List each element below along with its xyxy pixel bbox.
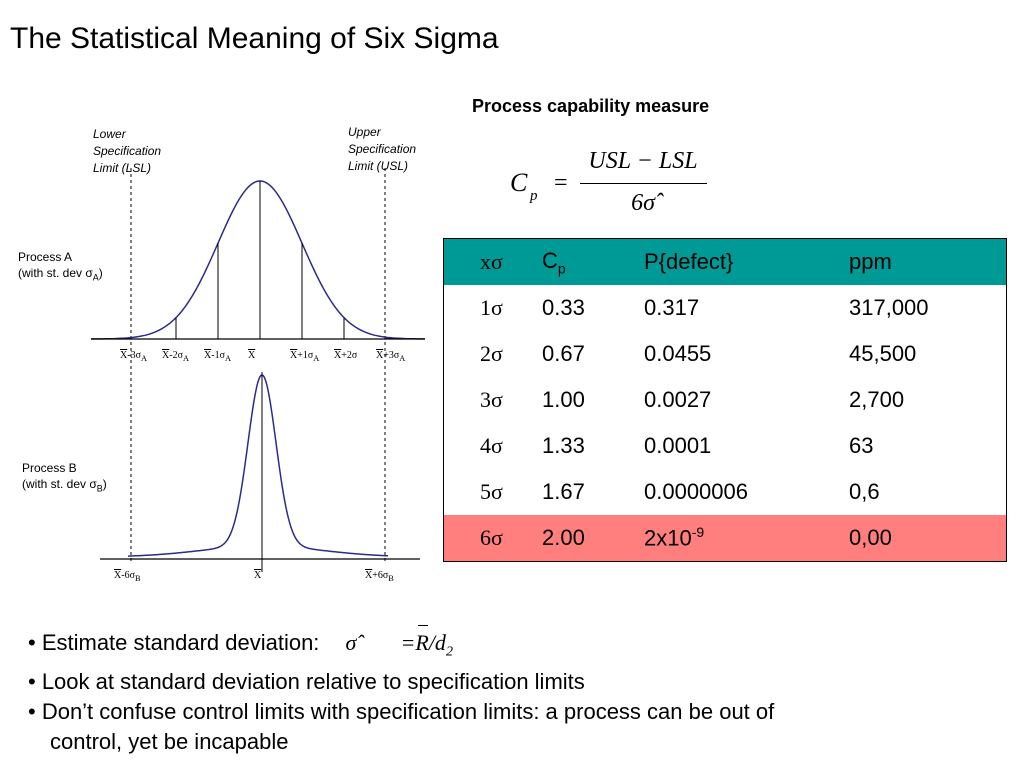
tick-a-m3: X-3σA — [120, 350, 147, 363]
process-b-label: Process B (with st. dev σB) — [22, 460, 107, 496]
cell-xsigma: 6σ — [443, 515, 542, 562]
header-xsigma: xσ — [443, 238, 542, 285]
slide-title: The Statistical Meaning of Six Sigma — [10, 22, 499, 55]
cell-cp: 2.00 — [542, 515, 644, 562]
cell-xsigma: 2σ — [480, 341, 503, 366]
formula-lhs-sub: p — [530, 188, 538, 204]
usl-label-line: Specification — [348, 142, 417, 156]
usl-label: Upper Specification Limit (USL) — [348, 124, 416, 175]
process-a-stdev: (with st. dev σA) — [18, 266, 103, 283]
bullet-text: • Estimate standard deviation: — [28, 630, 320, 655]
formula-denominator: 6σ̂ — [631, 190, 655, 216]
lsl-label-line: Limit (LSL) — [93, 161, 152, 175]
cp-formula: C p = USL − LSL 6σ̂ — [510, 148, 720, 224]
cell-xsigma: 5σ — [480, 479, 503, 504]
cell-xsigma: 3σ — [480, 387, 503, 412]
bullet-list: • Estimate standard deviation: σ̂ =R/d2 … — [28, 625, 775, 757]
cell-cp: 0.33 — [542, 295, 585, 320]
table-row: 2σ 0.67 0.0455 45,500 — [444, 331, 1007, 377]
formula-lhs: C — [510, 168, 528, 197]
lsl-label-line: Specification — [93, 144, 162, 158]
process-a-bell-curve — [90, 180, 425, 340]
tick-a-m1: X-1σA — [204, 350, 231, 363]
table-row-highlight: 6σ 2.00 2x10-9 0,00 — [443, 515, 1007, 562]
tick-a-m2: X-2σA — [162, 350, 189, 363]
lsl-label-line: Lower — [93, 127, 126, 141]
formula-equals: = — [554, 170, 568, 196]
table-row: 3σ 1.00 0.0027 2,700 — [444, 377, 1007, 423]
process-a-title: Process A — [18, 250, 73, 264]
tick-b-m6: X-6σB — [114, 570, 141, 583]
cell-cp: 0.67 — [542, 341, 585, 366]
process-b-bell-curve — [128, 374, 388, 557]
cell-ppm: 63 — [849, 433, 874, 458]
bullet-confuse-cont: control, yet be incapable — [50, 729, 289, 755]
cell-pdefect: 0.317 — [644, 295, 700, 320]
process-a-curve — [90, 180, 425, 340]
process-b-curve — [128, 374, 388, 557]
bullet-confuse: • Don’t confuse control limits with spec… — [28, 699, 775, 725]
cell-pdefect: 2x10-9 — [644, 515, 849, 562]
formula-numerator: USL − LSL — [588, 148, 698, 174]
tick-a-p3: X+3σA — [376, 350, 406, 363]
process-b-stdev: (with st. dev σB) — [22, 477, 107, 494]
cell-ppm: 317,000 — [849, 295, 929, 320]
cell-ppm: 45,500 — [849, 341, 917, 366]
cell-pdefect: 0.0000006 — [644, 479, 748, 504]
header-ppm: ppm — [849, 238, 1007, 285]
cell-cp: 1.67 — [542, 479, 585, 504]
table-row: 1σ 0.33 0.317 317,000 — [444, 285, 1007, 331]
usl-label-line: Upper — [348, 125, 381, 139]
cell-pdefect: 0.0001 — [644, 433, 712, 458]
rbar-formula: =R/d2 — [401, 625, 453, 659]
cell-xsigma: 1σ — [480, 295, 503, 320]
cell-pdefect: 0.0027 — [644, 387, 712, 412]
bullet-estimate: • Estimate standard deviation: σ̂ =R/d2 — [28, 625, 774, 667]
process-a-label: Process A (with st. dev σA) — [18, 249, 103, 285]
header-pdefect: P{defect} — [644, 238, 849, 285]
tick-b-p6: X+6σB — [365, 570, 394, 583]
tick-b-mean: X — [254, 570, 262, 581]
formula-heading: Process capability measure — [472, 96, 710, 116]
cell-ppm: 2,700 — [849, 387, 905, 412]
cell-cp: 1.33 — [542, 433, 585, 458]
process-b-title: Process B — [22, 461, 77, 475]
cell-xsigma: 4σ — [480, 433, 503, 458]
cell-cp: 1.00 — [542, 387, 585, 412]
table-header-row: xσ Cp P{defect} ppm — [443, 238, 1007, 285]
table-row: 4σ 1.33 0.0001 63 — [444, 423, 1007, 469]
usl-label-line: Limit (USL) — [348, 159, 409, 173]
tick-a-mean: X — [248, 350, 256, 361]
cell-ppm: 0,00 — [849, 515, 1007, 562]
cell-pdefect: 0.0455 — [644, 341, 712, 366]
capability-table: xσ Cp P{defect} ppm 1σ 0.33 0.317 317,00… — [443, 238, 1007, 562]
sigma-hat: σ̂ — [345, 630, 357, 655]
cell-ppm: 0,6 — [849, 479, 880, 504]
header-cp: Cp — [542, 238, 644, 285]
fraction-bar — [580, 183, 707, 184]
lsl-label: Lower Specification Limit (LSL) — [93, 126, 161, 177]
bullet-relative: • Look at standard deviation relative to… — [28, 669, 585, 695]
tick-a-p1: X+1σA — [290, 350, 320, 363]
distribution-diagram — [90, 168, 425, 572]
table-row: 5σ 1.67 0.0000006 0,6 — [444, 469, 1007, 515]
tick-a-p2: X+2σ — [334, 350, 358, 361]
